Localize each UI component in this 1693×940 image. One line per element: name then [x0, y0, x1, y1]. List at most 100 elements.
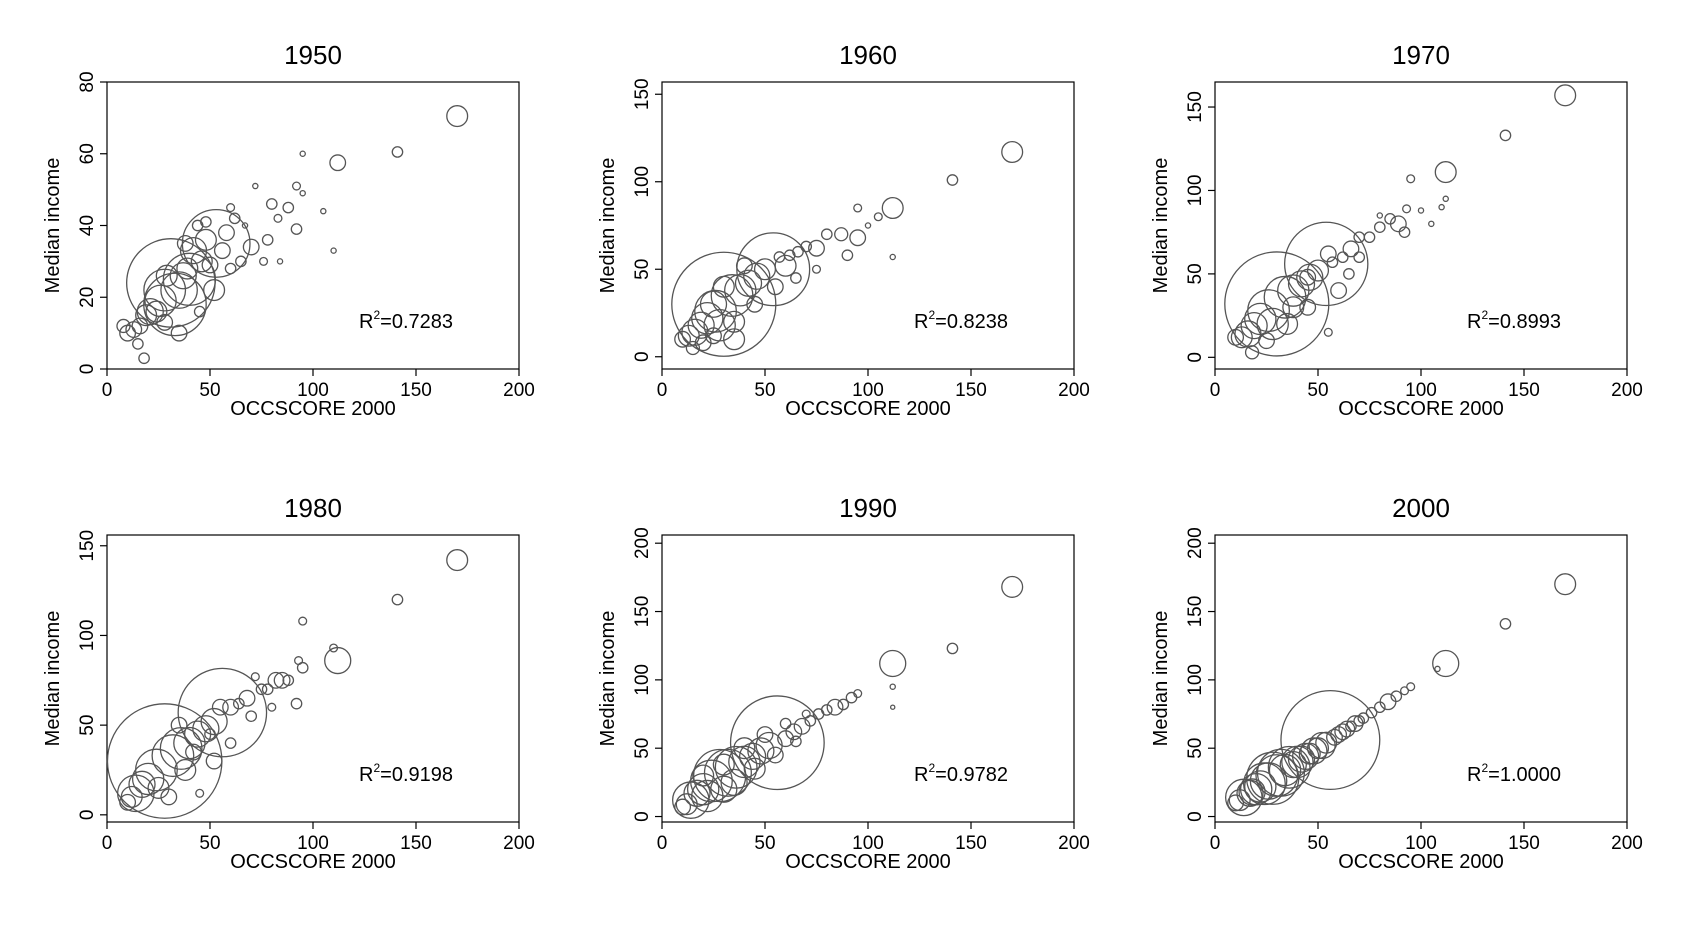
data-point	[1353, 231, 1366, 244]
data-point	[729, 695, 825, 791]
r-squared-label: R2=0.7283	[359, 308, 453, 333]
data-point	[1406, 174, 1416, 184]
data-point	[222, 698, 240, 716]
x-tick-label: 50	[1307, 380, 1328, 401]
plot-frame	[106, 81, 520, 370]
data-point	[177, 667, 268, 758]
data-point	[710, 775, 738, 803]
y-tick-label: 0	[632, 811, 653, 822]
data-point	[273, 213, 283, 223]
data-point	[1323, 327, 1333, 337]
data-point	[265, 198, 278, 210]
data-point	[193, 305, 206, 318]
data-point	[1390, 690, 1403, 703]
data-point	[1343, 268, 1355, 280]
data-point	[790, 735, 802, 748]
panel-1990: 1990 0 50 100 150 200 0 50 100 150 200 OCCSCORE 200…	[597, 493, 1090, 873]
data-point	[135, 304, 158, 327]
data-point	[183, 720, 212, 748]
data-point	[267, 702, 277, 712]
data-point	[766, 746, 784, 764]
data-point	[1287, 745, 1316, 773]
x-axis-label: OCCSCORE 2000	[785, 851, 951, 873]
data-point	[245, 710, 258, 723]
data-point	[205, 752, 223, 770]
data-point	[169, 262, 197, 290]
data-point	[685, 340, 701, 356]
data-point	[1001, 575, 1024, 598]
data-point	[1406, 682, 1416, 692]
x-tick-label: 0	[1210, 380, 1221, 401]
data-point	[694, 289, 738, 333]
data-point	[1373, 221, 1386, 234]
data-point	[1434, 161, 1457, 184]
data-point	[299, 150, 306, 157]
panel-title: 1980	[284, 493, 342, 523]
data-point	[1434, 665, 1441, 673]
data-point	[211, 698, 229, 716]
data-point	[298, 616, 308, 626]
data-point	[864, 222, 872, 229]
x-tick-label: 100	[1405, 380, 1437, 401]
y-tick-label: 50	[632, 738, 653, 759]
data-point	[160, 788, 178, 806]
r-squared-label: R2=0.8993	[1467, 308, 1561, 333]
x-tick-label: 50	[199, 380, 220, 401]
data-point	[1287, 270, 1316, 298]
data-point	[324, 646, 352, 675]
data-point	[1499, 129, 1512, 142]
x-axis-label: OCCSCORE 2000	[230, 398, 396, 420]
data-point	[276, 258, 284, 265]
panel-1950: 1950 0 50 100 150 200 0 20 40 60 80 OCCSCORE 2000 Me…	[42, 40, 535, 420]
data-point	[1306, 259, 1330, 282]
data-point	[159, 727, 203, 770]
data-point	[259, 256, 269, 266]
data-point	[1326, 728, 1343, 746]
data-point	[674, 798, 692, 816]
y-tick-label: 50	[632, 259, 653, 280]
y-tick-label: 0	[77, 810, 98, 821]
data-point	[743, 757, 766, 780]
data-point	[738, 742, 767, 771]
data-point	[195, 788, 205, 798]
data-point	[800, 240, 813, 253]
x-tick-label: 200	[1611, 833, 1643, 854]
x-tick-label: 100	[852, 380, 884, 401]
data-point	[1345, 720, 1357, 733]
data-point	[147, 776, 170, 799]
x-tick-label: 100	[1405, 833, 1437, 854]
data-point	[170, 324, 188, 342]
x-tick-label: 150	[400, 833, 432, 854]
x-axis-label: OCCSCORE 2000	[1338, 398, 1504, 420]
data-point	[294, 656, 304, 666]
y-tick-label: 100	[1185, 175, 1206, 207]
data-point	[753, 258, 777, 281]
data-point	[273, 671, 291, 689]
y-axis-label: Median income	[42, 158, 64, 294]
data-point	[756, 726, 774, 743]
data-point	[1376, 212, 1384, 219]
data-point	[299, 189, 306, 197]
data-point	[232, 697, 245, 710]
y-tick-label: 100	[632, 664, 653, 696]
data-point	[446, 105, 469, 128]
data-point	[224, 737, 237, 749]
x-axis-label: OCCSCORE 2000	[1338, 851, 1504, 873]
plot-frame	[661, 81, 1075, 370]
data-point	[241, 222, 249, 229]
data-point	[1554, 84, 1577, 107]
y-tick-label: 0	[1185, 352, 1206, 363]
x-axis-label: OCCSCORE 2000	[230, 851, 396, 873]
data-point	[238, 689, 256, 707]
x-tick-label: 200	[1058, 833, 1090, 854]
data-point	[252, 182, 259, 190]
y-tick-label: 0	[632, 351, 653, 362]
data-point	[1282, 296, 1305, 319]
data-point	[692, 764, 715, 787]
y-tick-label: 150	[632, 78, 653, 110]
data-point	[841, 249, 854, 262]
data-point	[1432, 649, 1460, 678]
x-tick-label: 200	[1611, 380, 1643, 401]
x-tick-label: 100	[297, 833, 329, 854]
